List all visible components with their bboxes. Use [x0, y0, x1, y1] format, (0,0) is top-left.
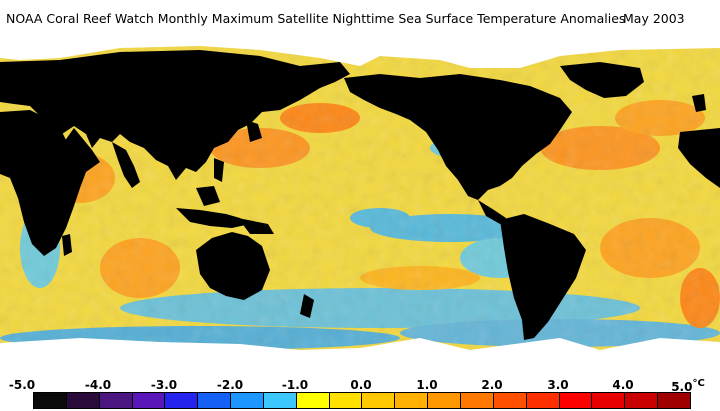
sea-ice: [0, 38, 720, 368]
color-swatch: [296, 393, 330, 408]
land-eurasia: [0, 50, 350, 180]
land-madagascar: [62, 234, 72, 256]
land-indonesia: [176, 208, 250, 228]
color-swatch: [34, 393, 67, 408]
land-borneo: [196, 186, 220, 206]
color-swatch: [66, 393, 100, 408]
world-map-svg: [0, 38, 720, 368]
color-swatch: [165, 393, 199, 408]
land-australia: [196, 232, 270, 300]
land-japan: [246, 120, 262, 142]
land-philippines: [214, 158, 224, 182]
map-title: NOAA Coral Reef Watch Monthly Maximum Sa…: [6, 11, 626, 26]
legend-label: 1.0: [416, 378, 438, 392]
color-swatch: [592, 393, 626, 408]
color-swatch: [99, 393, 133, 408]
land-india: [112, 142, 140, 188]
legend-label: -3.0: [150, 378, 178, 392]
color-swatch: [198, 393, 232, 408]
color-swatch: [231, 393, 264, 408]
land-british-isles: [692, 94, 706, 112]
land-new-zealand: [300, 294, 314, 318]
legend-label: 2.0: [481, 378, 503, 392]
land-arabia: [64, 128, 100, 172]
legend-label: 3.0: [547, 378, 569, 392]
map-title-bar: NOAA Coral Reef Watch Monthly Maximum Sa…: [0, 0, 720, 38]
sst-anomaly-map: [0, 38, 720, 368]
land-africa-west: [678, 128, 720, 188]
color-swatch: [559, 393, 593, 408]
legend-label: 0.0: [350, 378, 372, 392]
legend-label: -1.0: [281, 378, 309, 392]
land-south-america: [500, 214, 586, 340]
legend-label-max: 5.0°C: [671, 378, 705, 394]
legend-label: 4.0: [612, 378, 634, 392]
land-new-guinea: [238, 218, 274, 234]
legend-label: -2.0: [216, 378, 244, 392]
land-central-america: [478, 200, 506, 224]
color-swatch: [526, 393, 560, 408]
color-swatch: [493, 393, 527, 408]
color-swatch: [329, 393, 363, 408]
land-north-america: [344, 74, 572, 200]
color-swatch: [132, 393, 166, 408]
color-swatch: [428, 393, 461, 408]
color-swatch: [625, 393, 659, 408]
legend-label: -4.0: [84, 378, 112, 392]
land-masses: [0, 50, 720, 340]
map-date: May 2003: [623, 11, 685, 26]
land-africa: [0, 110, 86, 256]
color-scale-bar: [33, 392, 691, 409]
color-swatch: [460, 393, 494, 408]
color-swatch: [263, 393, 297, 408]
color-swatch: [658, 393, 690, 408]
color-scale-legend: -5.0 -4.0 -3.0 -2.0 -1.0 0.0 1.0 2.0 3.0…: [0, 370, 720, 411]
legend-unit: °C: [692, 378, 705, 389]
legend-label: -5.0: [8, 378, 36, 392]
color-swatch: [362, 393, 396, 408]
land-greenland: [560, 62, 644, 98]
color-swatch: [395, 393, 429, 408]
